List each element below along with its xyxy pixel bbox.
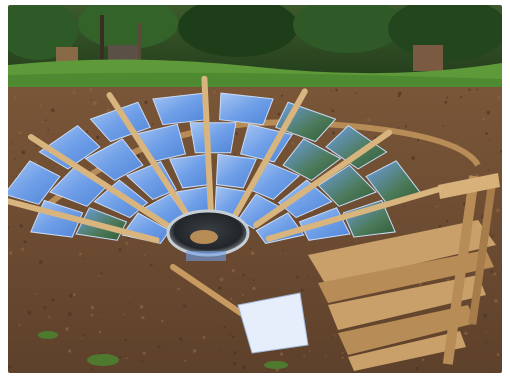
weeds [38, 331, 288, 369]
wooden-pallets [308, 173, 500, 371]
trees [8, 5, 502, 65]
wooden-stake [106, 92, 191, 219]
mirror-panel [317, 164, 377, 207]
mirror-panel [215, 153, 258, 189]
mirror-panel [84, 138, 144, 181]
mirror-panel [342, 199, 396, 238]
mirror-panel [282, 138, 342, 181]
wooden-stake [232, 88, 308, 218]
mirror-panel [8, 160, 61, 205]
wooden-stake [201, 75, 214, 215]
mirror-panel [277, 179, 333, 219]
mirror-panel [38, 124, 101, 170]
mirror-panels [8, 92, 423, 244]
photo [8, 5, 502, 373]
mirror-panel [125, 160, 178, 200]
wooden-stake [8, 198, 160, 244]
wooden-stake [253, 129, 393, 228]
mirror-panel [189, 122, 237, 154]
bright-mirror [237, 292, 309, 354]
wooden-stakes [8, 75, 444, 338]
wooden-stake [27, 134, 172, 230]
background-object [413, 45, 443, 71]
solar-concentrator-scene [8, 5, 502, 373]
wooden-stake [265, 185, 444, 242]
mirror-panel [255, 212, 305, 244]
mirror-panel [152, 92, 207, 126]
cooking-pot [166, 209, 250, 261]
mirror-panel [219, 92, 274, 126]
